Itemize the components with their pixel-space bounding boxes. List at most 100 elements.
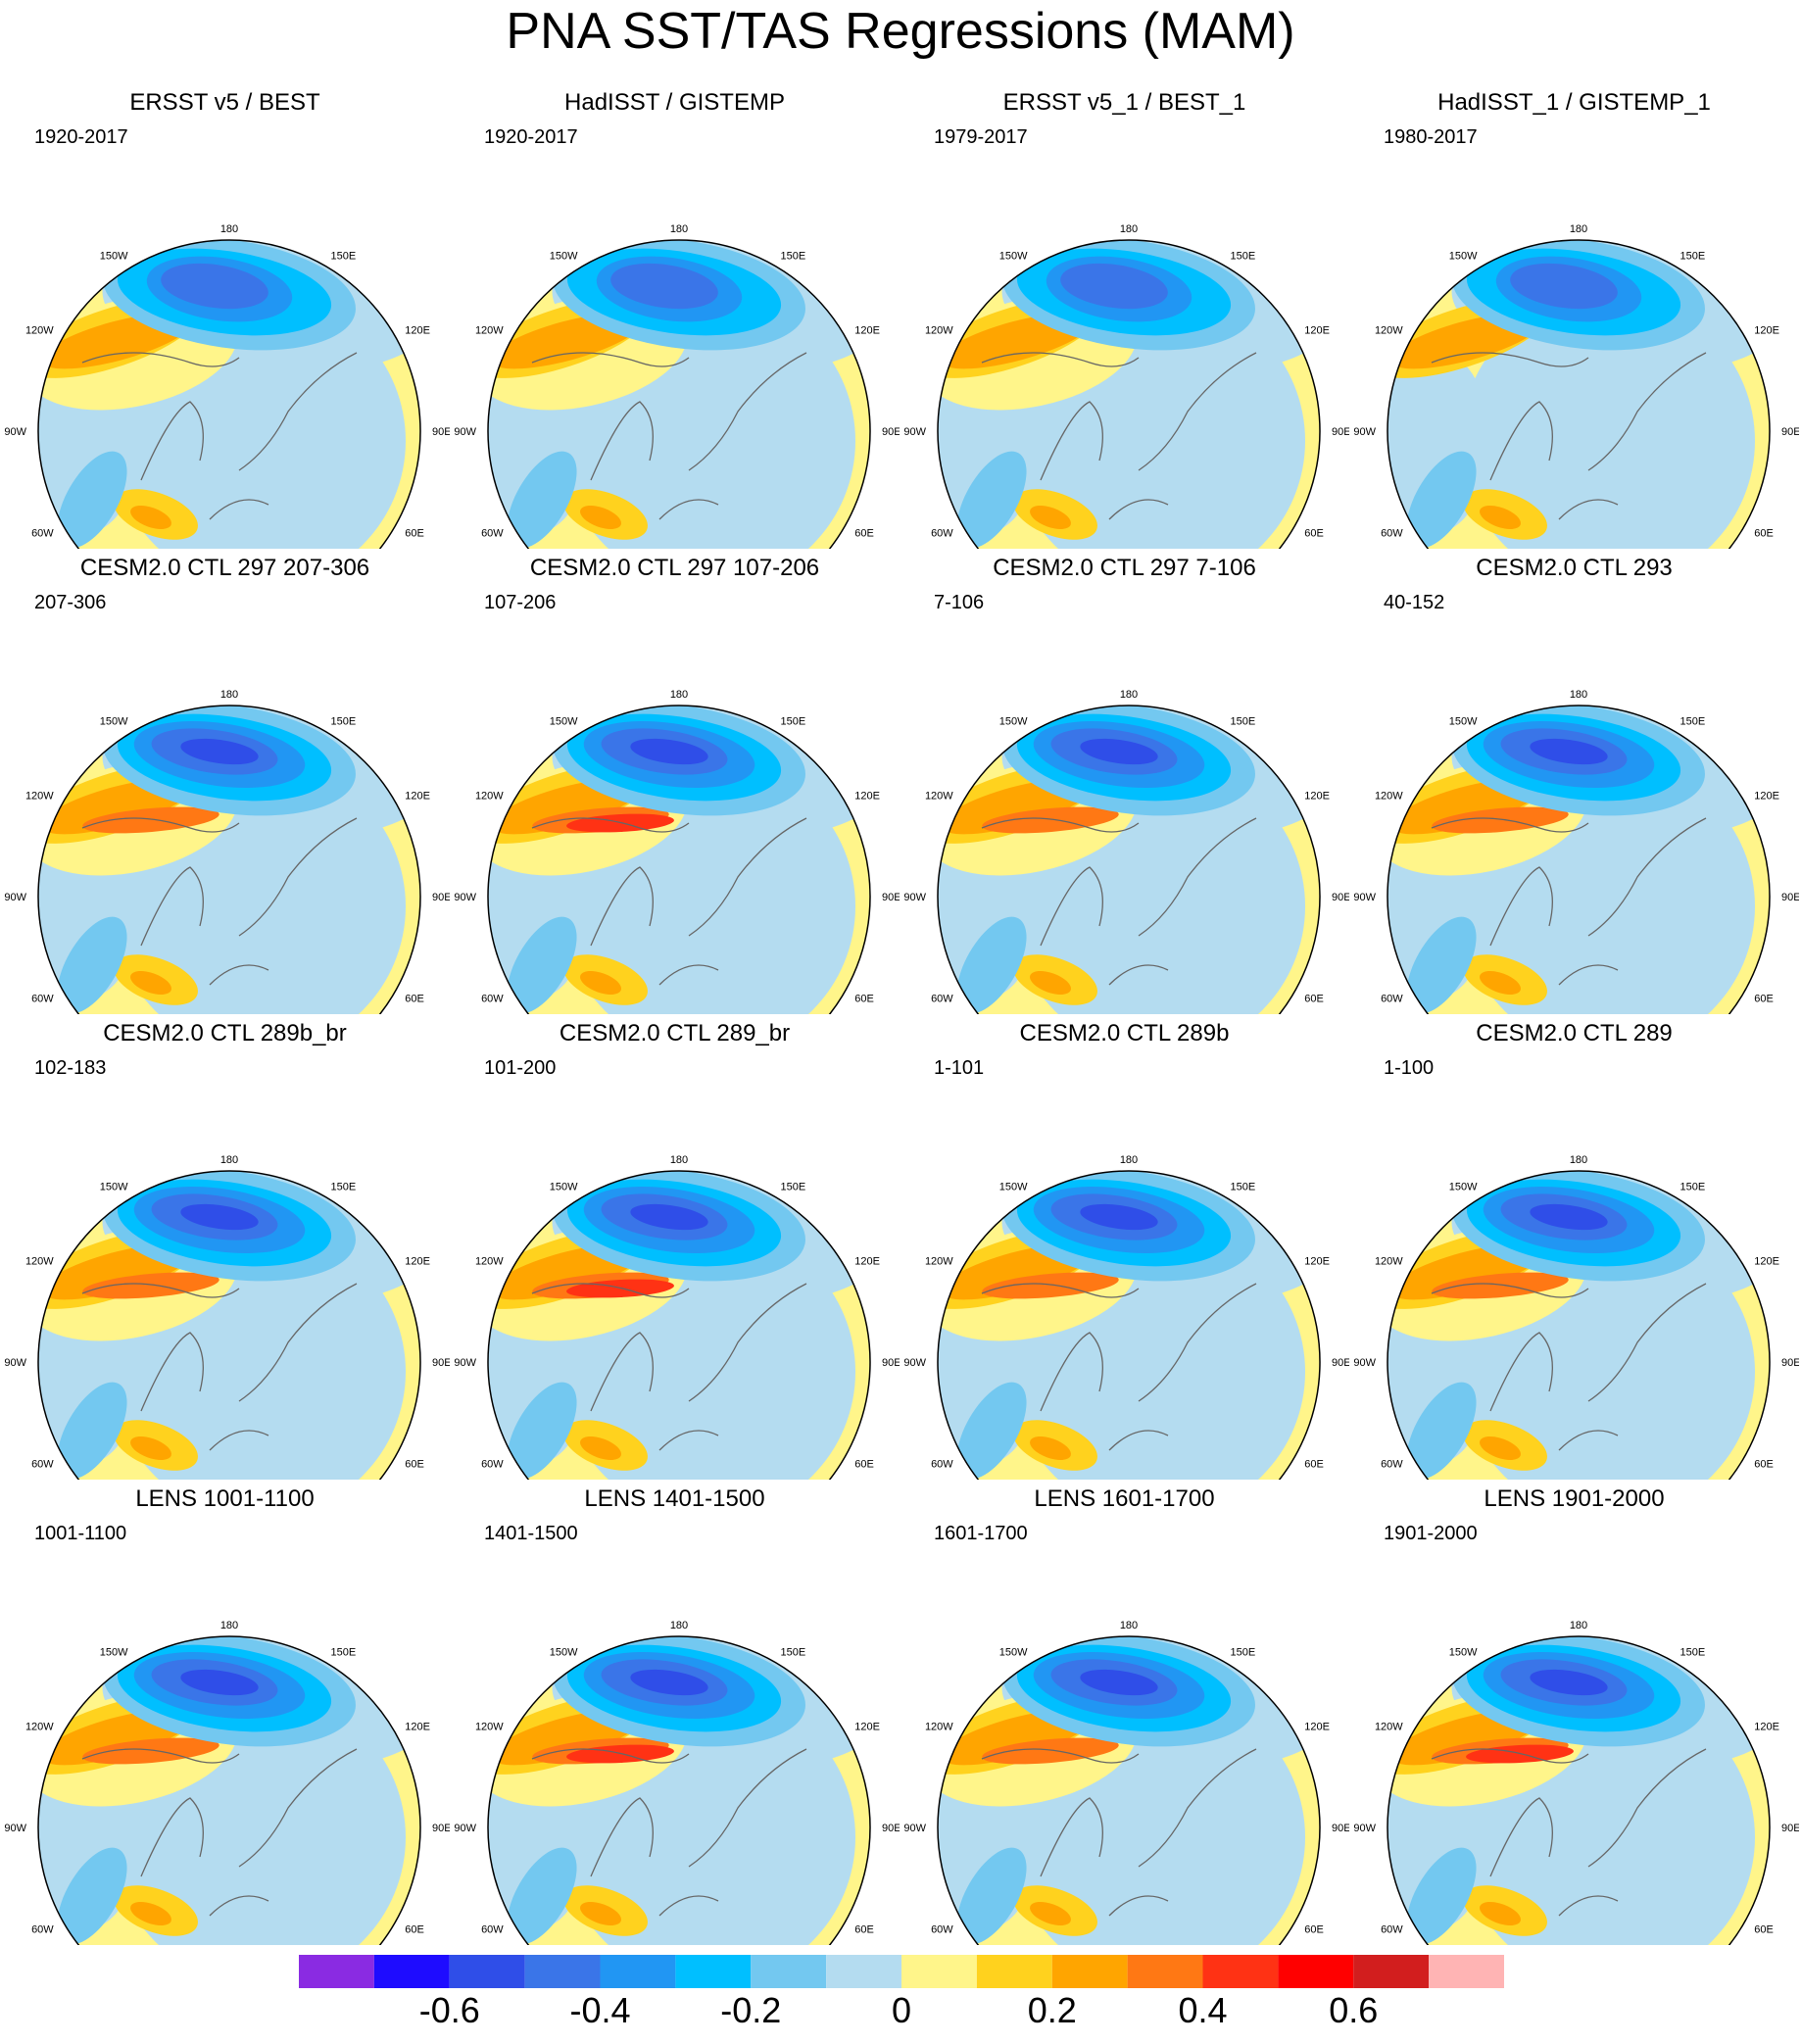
- coastline: [1431, 1748, 1589, 1764]
- longitude-label: 90W: [4, 892, 26, 903]
- longitude-label: 60E: [1754, 1459, 1774, 1471]
- colorbar-tick-label: -0.4: [569, 1990, 631, 2030]
- longitude-label: 150W: [550, 716, 578, 728]
- map-panel: CESM2.0 CTL 289b_br180150E120E90E60E30E0…: [0, 1019, 450, 1480]
- map-boundary: [937, 1170, 1321, 1480]
- coastline: [688, 352, 807, 471]
- longitude-label: 150W: [100, 1182, 128, 1193]
- longitude-label: 120W: [925, 1722, 953, 1733]
- negative-anomaly-region: [956, 1382, 1027, 1480]
- colorbar-swatch: [1127, 1955, 1203, 1988]
- coastline: [658, 499, 719, 520]
- longitude-label: 150W: [999, 716, 1028, 728]
- longitude-label: 90E: [1781, 892, 1799, 903]
- polar-map: 180150E120E90E60E30E030W60W90W120W150W: [4, 689, 450, 1014]
- longitude-label: 120W: [1375, 1256, 1403, 1268]
- map-panel: CESM2.0 CTL 289180150E120E90E60E30E030W6…: [1349, 1019, 1799, 1480]
- longitude-label: 90W: [4, 1823, 26, 1834]
- longitude-label: 150E: [331, 251, 357, 263]
- negative-anomaly-region: [956, 1847, 1027, 1945]
- map-panel-grid: ERSST v5 / BEST180150E120E90E60E30E030W6…: [0, 88, 1799, 1945]
- coastline: [81, 1283, 240, 1298]
- coastline: [590, 1797, 654, 1877]
- panel-period: 1401-1500: [484, 1523, 578, 1544]
- longitude-label: 60W: [1381, 528, 1403, 540]
- panel-title: LENS 1901-2000: [1484, 1485, 1665, 1512]
- coastline: [1587, 352, 1707, 471]
- longitude-label: 60W: [31, 1924, 54, 1936]
- colorbar-swatch: [675, 1955, 752, 1988]
- coastline: [1431, 817, 1589, 833]
- map-panel: LENS 1001-1100180150E120E90E60E30E030W60…: [0, 1484, 450, 1945]
- longitude-label: 60E: [405, 1459, 424, 1471]
- longitude-label: 150W: [550, 1647, 578, 1659]
- panel-title: CESM2.0 CTL 297 107-206: [529, 555, 820, 581]
- negative-anomaly-core: [1080, 738, 1158, 765]
- polar-map: 180150E120E90E60E30E030W60W90W120W150W: [903, 689, 1349, 1014]
- coastline: [1489, 401, 1553, 481]
- negative-anomaly-core: [630, 1669, 708, 1696]
- longitude-label: 60W: [481, 1924, 504, 1936]
- panel-period: 1920-2017: [34, 126, 128, 148]
- panel-title: CESM2.0 CTL 289_br: [559, 1020, 791, 1046]
- negative-anomaly-region: [57, 916, 127, 1014]
- longitude-label: 120E: [1304, 1722, 1330, 1733]
- coastline: [209, 499, 269, 520]
- map-boundary: [937, 239, 1321, 549]
- longitude-label: 120E: [1754, 791, 1779, 803]
- longitude-label: 90W: [4, 1357, 26, 1369]
- coastline: [209, 1430, 269, 1451]
- longitude-label: 90E: [432, 1823, 450, 1834]
- coastline: [81, 1748, 240, 1764]
- map-boundary: [487, 705, 871, 1014]
- coastline: [238, 1748, 358, 1868]
- coastline: [1489, 1332, 1553, 1412]
- negative-anomaly-core: [1530, 1203, 1608, 1231]
- longitude-label: 60W: [931, 1459, 953, 1471]
- panel-title: CESM2.0 CTL 293: [1476, 555, 1673, 581]
- positive-anomaly-region: [1480, 505, 1521, 530]
- coastline: [209, 1895, 269, 1917]
- longitude-label: 150W: [100, 251, 128, 263]
- map-boundary: [1387, 705, 1771, 1014]
- longitude-label: 120W: [25, 325, 54, 337]
- negative-anomaly-region: [57, 451, 127, 549]
- coastline: [1489, 1797, 1553, 1877]
- coastline: [981, 817, 1140, 833]
- coastline: [1587, 1748, 1707, 1868]
- longitude-label: 120W: [925, 791, 953, 803]
- polar-map: 180150E120E90E60E30E030W60W90W120W150W: [454, 223, 900, 549]
- map-boundary: [37, 239, 421, 549]
- colorbar-swatch: [901, 1955, 977, 1988]
- coastline: [1108, 499, 1169, 520]
- longitude-label: 180: [1120, 689, 1138, 701]
- panel-period: 1-101: [934, 1057, 985, 1079]
- longitude-label: 180: [670, 1620, 688, 1631]
- colorbar-swatch: [1202, 1955, 1279, 1988]
- colorbar-swatch: [1051, 1955, 1128, 1988]
- map-panel: HadISST / GISTEMP180150E120E90E60E30E030…: [450, 88, 900, 549]
- longitude-label: 90E: [1332, 1357, 1349, 1369]
- longitude-label: 120E: [854, 325, 880, 337]
- longitude-label: 90W: [454, 892, 476, 903]
- negative-anomaly-core: [180, 1669, 259, 1696]
- negative-anomaly-core: [1530, 738, 1608, 765]
- coastline: [1040, 1332, 1103, 1412]
- longitude-label: 180: [1570, 1620, 1587, 1631]
- panel-title: LENS 1001-1100: [135, 1485, 315, 1512]
- longitude-label: 90W: [1353, 1357, 1376, 1369]
- colorbar: [299, 1955, 1504, 1988]
- colorbar-tick-label: -0.6: [418, 1990, 480, 2030]
- colorbar-tick-label: 0.4: [1178, 1990, 1228, 2030]
- negative-anomaly-region: [956, 916, 1027, 1014]
- longitude-label: 90E: [1332, 1823, 1349, 1834]
- map-boundary: [487, 239, 871, 549]
- panel-period: 1901-2000: [1384, 1523, 1478, 1544]
- positive-anomaly-region: [130, 1901, 171, 1926]
- coastline: [1108, 1430, 1169, 1451]
- map-panel: CESM2.0 CTL 293180150E120E90E60E30E030W6…: [1349, 554, 1799, 1014]
- negative-anomaly-region: [1406, 451, 1477, 549]
- longitude-label: 180: [1120, 1154, 1138, 1166]
- colorbar-swatch: [1429, 1955, 1504, 1988]
- longitude-label: 150E: [331, 1182, 357, 1193]
